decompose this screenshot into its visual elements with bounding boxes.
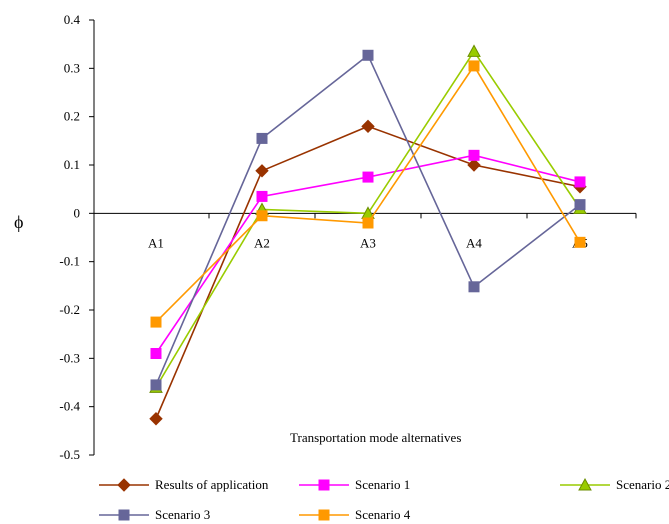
y-tick-label: -0.5 — [59, 447, 80, 462]
data-point — [362, 217, 374, 229]
data-point — [468, 149, 480, 161]
x-tick-label: A4 — [466, 235, 482, 250]
legend-item-2: Scenario 1 — [299, 477, 410, 492]
series-line — [155, 125, 581, 420]
data-point — [467, 44, 481, 57]
legend-item-3: Scenario 2 — [560, 477, 669, 492]
y-tick-label: 0 — [74, 205, 81, 220]
legend-item-5: Scenario 4 — [299, 507, 411, 522]
data-point — [574, 236, 586, 248]
data-point — [150, 348, 162, 359]
y-tick-label: -0.4 — [59, 399, 80, 414]
series-5 — [150, 60, 586, 328]
x-tick-label: A1 — [148, 235, 164, 250]
legend-item-4: Scenario 3 — [99, 507, 210, 522]
x-tick-label: A3 — [360, 235, 376, 250]
y-tick-label: -0.2 — [59, 302, 80, 317]
legend-marker — [318, 479, 330, 491]
legend-label: Results of application — [155, 477, 269, 492]
data-point — [467, 158, 481, 172]
data-point — [468, 60, 480, 72]
series-line — [155, 64, 581, 323]
legend-label: Scenario 3 — [155, 507, 210, 522]
data-point — [150, 316, 162, 328]
series-4 — [150, 49, 586, 391]
y-tick-label: 0.4 — [64, 12, 81, 27]
y-axis: 0.4 0.3 0.2 0.1 0 -0.1 -0.2 -0.3 -0.4 -0.5 — [59, 12, 95, 462]
legend-marker — [578, 477, 592, 491]
data-point — [149, 412, 163, 426]
legend-label: Scenario 2 — [616, 477, 669, 492]
data-point — [256, 190, 268, 202]
y-tick-label: -0.3 — [59, 350, 80, 365]
data-point — [574, 199, 586, 211]
y-axis-title: ϕ — [14, 212, 23, 232]
data-point — [362, 49, 374, 61]
series-1 — [149, 119, 587, 426]
legend-marker — [118, 509, 130, 521]
legend-item-1: Results of application — [99, 477, 269, 492]
x-axis-title: Transportation mode alternatives — [290, 430, 461, 445]
series-layer — [149, 44, 587, 426]
data-point — [361, 119, 375, 134]
data-point — [256, 132, 268, 144]
data-point — [362, 171, 374, 183]
legend: Results of application Scenario 1 Scenario… — [99, 477, 669, 522]
y-tick-label: -0.1 — [59, 254, 80, 269]
data-point — [574, 176, 586, 188]
data-point — [150, 379, 162, 391]
data-point — [256, 210, 268, 222]
data-point — [468, 281, 480, 293]
legend-marker — [117, 478, 131, 492]
series-2 — [150, 149, 586, 359]
legend-label: Scenario 1 — [355, 477, 410, 492]
data-point — [255, 164, 269, 178]
x-tick-label: A2 — [254, 235, 270, 250]
legend-marker — [318, 509, 330, 521]
legend-label: Scenario 4 — [355, 507, 411, 522]
y-tick-label: 0.2 — [64, 109, 80, 124]
y-tick-label: 0.3 — [64, 60, 80, 75]
y-tick-label: 0.1 — [64, 157, 80, 172]
